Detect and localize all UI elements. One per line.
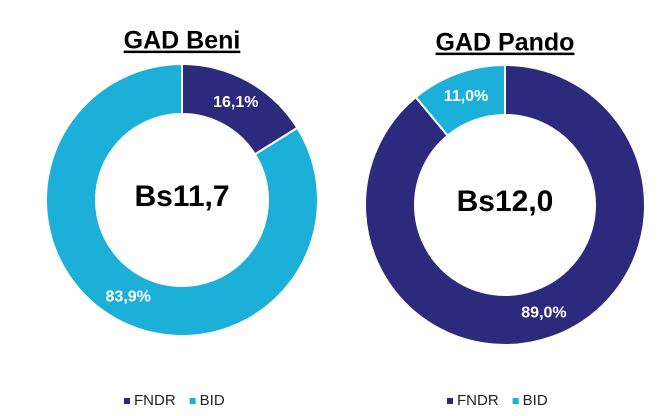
donut-segment (45, 62, 319, 337)
legend-swatch (447, 398, 453, 404)
legend-label: FNDR (134, 392, 176, 409)
legend-swatch (512, 398, 519, 404)
legend-swatch (189, 398, 196, 404)
data-label: 83,9% (106, 288, 151, 305)
center-label: Bs12,0 (457, 185, 554, 218)
donut-segment (364, 63, 646, 346)
donut-segment (414, 63, 506, 138)
legend-label: BID (200, 392, 225, 409)
legend-label: FNDR (457, 392, 499, 409)
chart-title: GAD Pando (436, 29, 575, 57)
data-label: 89,0% (521, 304, 566, 321)
center-label: Bs11,7 (134, 180, 229, 213)
legend-label: BID (523, 392, 548, 409)
data-label: 11,0% (444, 88, 488, 105)
data-label: 16,1% (213, 94, 258, 111)
legend-swatch (124, 398, 130, 404)
chart-title: GAD Beni (124, 27, 241, 55)
